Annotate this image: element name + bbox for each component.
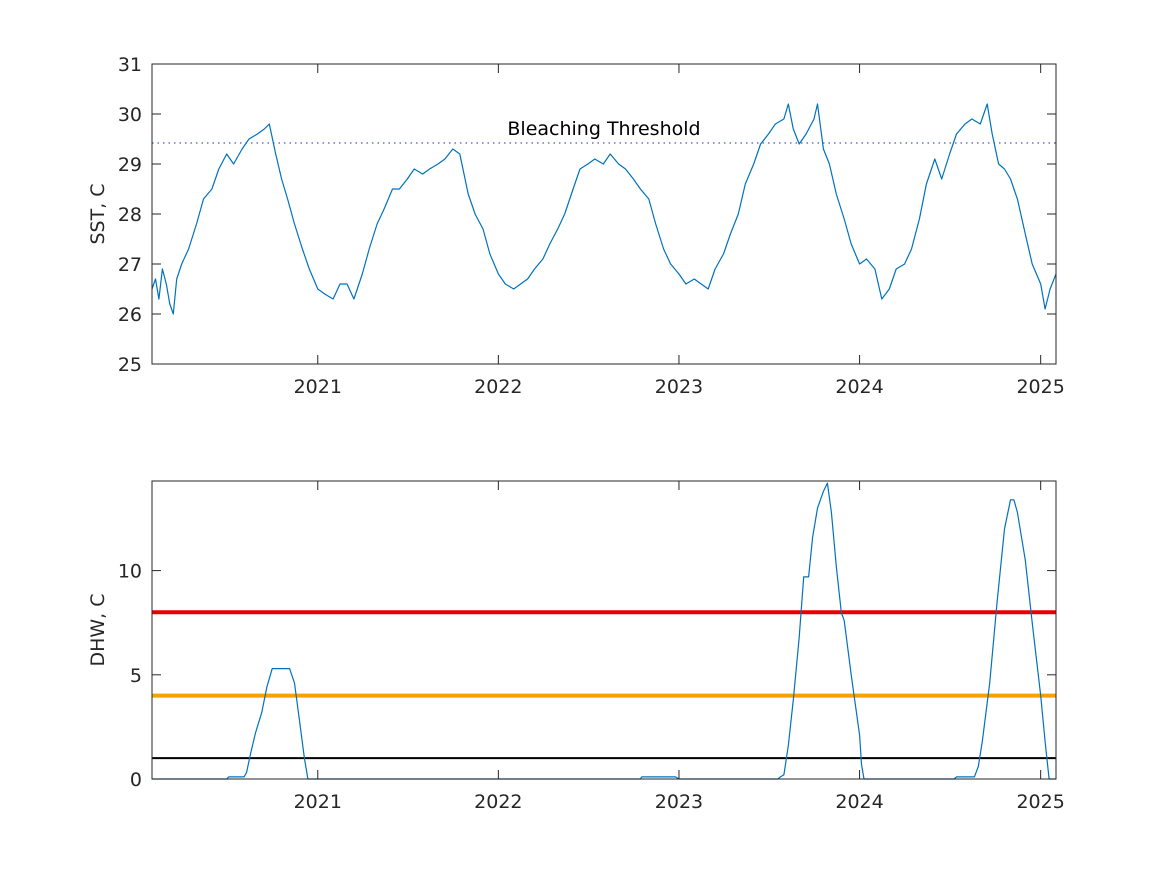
dhw-x-tick-label-3: 2024	[835, 791, 883, 813]
dhw-reference-lines	[152, 610, 1056, 760]
dhw-y-tick-label-0: 0	[130, 769, 142, 791]
dhw-frame-box	[151, 480, 1057, 780]
sst-y-tick-label-5: 30	[118, 104, 142, 126]
dhw-y-axis-label: DHW, C	[87, 593, 109, 666]
dhw-axes-frame	[151, 480, 1057, 780]
dhw-series-line-0	[152, 482, 1056, 780]
dhw-axes: 2021 2022 2023 2024 2025 0 5 10 DHW, C	[87, 480, 1065, 813]
sst-axes: 2021 2022 2023 2024 2025 25 26 27 28 29 30 31 Blea…	[87, 54, 1065, 398]
sst-series	[151, 103, 1057, 315]
sst-y-axis-label: SST, C	[87, 183, 109, 244]
dhw-y-tick-label-2: 10	[118, 561, 142, 583]
sst-x-tick-label-2: 2023	[655, 376, 703, 398]
dhw-series	[152, 482, 1056, 780]
sst-x-tick-label-0: 2021	[294, 376, 342, 398]
sst-y-tick-label-1: 26	[118, 304, 142, 326]
dhw-x-tick-label-2: 2023	[655, 791, 703, 813]
bleaching-threshold-label: Bleaching Threshold	[507, 118, 700, 140]
sst-x-tick-label-3: 2024	[835, 376, 883, 398]
dhw-x-tick-label-0: 2021	[294, 791, 342, 813]
dhw-x-ticks: 2021 2022 2023 2024 2025	[294, 481, 1065, 813]
sst-series-line-0	[151, 103, 1057, 315]
dhw-y-tick-label-1: 5	[130, 665, 142, 687]
sst-y-tick-label-3: 28	[118, 204, 142, 226]
dhw-x-tick-label-1: 2022	[474, 791, 522, 813]
sst-y-tick-label-0: 25	[118, 354, 142, 376]
sst-x-tick-label-1: 2022	[474, 376, 522, 398]
sst-y-tick-label-6: 31	[118, 54, 142, 76]
sst-y-tick-label-4: 29	[118, 154, 142, 176]
sst-y-tick-label-2: 27	[118, 254, 142, 276]
dhw-x-tick-label-4: 2025	[1016, 791, 1064, 813]
sst-y-ticks: 25 26 27 28 29 30 31	[118, 54, 1056, 376]
dhw-y-ticks: 0 5 10	[118, 561, 1056, 791]
sst-x-tick-label-4: 2025	[1016, 376, 1064, 398]
sst-x-ticks: 2021 2022 2023 2024 2025	[294, 64, 1065, 398]
